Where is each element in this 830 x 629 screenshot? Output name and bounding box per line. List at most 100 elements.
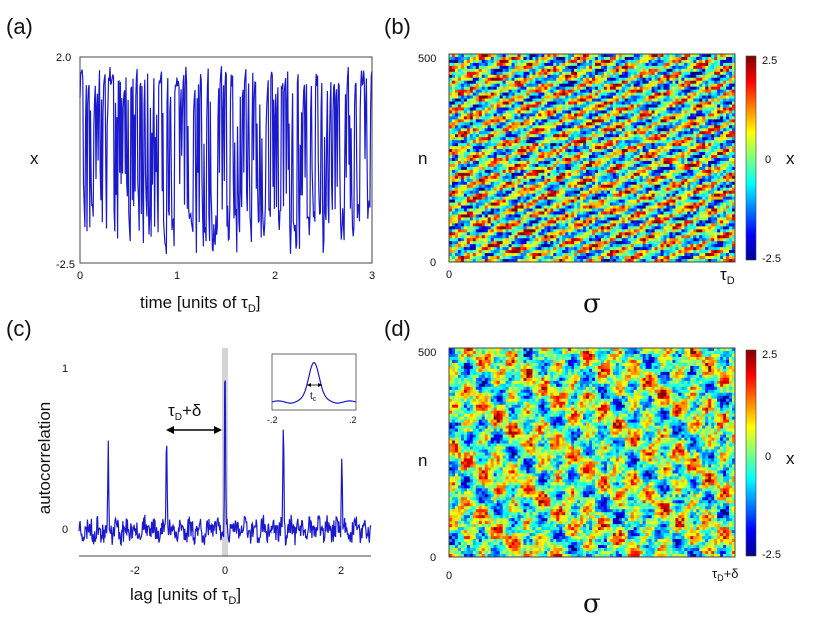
b-heat-cell [502,119,507,123]
b-heat-cell [663,95,667,99]
b-heat-cell [621,140,626,144]
b-heat-cell [496,54,501,58]
b-heat-cell [669,92,673,96]
b-heat-cell [493,163,498,168]
b-heat-cell [642,65,647,70]
b-heat-cell [505,140,509,144]
b-heat-cell [466,101,471,105]
b-heat-cell [449,166,453,171]
b-heat-cell [568,65,572,70]
b-heat-cell [457,56,462,61]
b-heat-cell [714,184,718,189]
b-heat-cell [684,104,688,108]
b-heat-cell [726,184,730,189]
b-heat-cell [660,181,664,186]
b-heat-cell [493,152,498,156]
b-heat-cell [645,110,650,114]
b-heat-cell [684,77,688,82]
b-heat-cell [565,83,569,88]
b-heat-cell [630,202,635,206]
b-heat-cell [636,143,641,147]
b-heat-cell [681,74,685,79]
b-heat-cell [651,80,655,85]
b-heat-cell [547,202,551,206]
b-heat-cell [630,146,635,150]
b-heat-cell [609,54,614,58]
b-heat-cell [454,155,459,159]
panel-a-xtick-2: 2 [272,270,278,282]
b-heat-cell [514,77,518,82]
b-heat-cell [463,77,468,82]
b-heat-cell [559,113,563,117]
b-heat-cell [720,128,724,132]
b-heat-cell [502,172,507,177]
b-heat-cell [469,187,474,192]
b-heat-cell [499,158,504,162]
b-heat-cell [612,166,617,171]
b-heat-cell [639,56,644,61]
b-heat-cell [726,155,730,159]
b-heat-cell [583,56,587,61]
b-heat-cell [657,101,661,105]
b-heat-cell [708,169,712,174]
b-heat-cell [630,59,635,64]
b-heat-cell [481,104,486,108]
b-heat-cell [460,199,465,203]
b-heat-cell [493,205,498,209]
b-heat-cell [511,193,515,198]
b-heat-cell [606,101,611,105]
b-heat-cell [475,95,480,99]
b-heat-cell [651,149,655,153]
b-heat-cell [532,77,536,82]
b-heat-cell [553,175,557,180]
b-heat-cell [600,113,605,117]
b-heat-cell [508,101,512,105]
b-heat-cell [633,140,638,144]
b-heat-cell [499,89,504,94]
b-heat-cell [449,86,453,91]
b-heat-cell [708,68,712,73]
b-heat-cell [612,181,617,186]
b-heat-cell [705,110,709,114]
b-heat-cell [633,166,638,171]
b-heat-cell [586,92,590,96]
b-heat-cell [472,175,477,180]
b-heat-cell [723,119,727,123]
b-heat-cell [711,190,715,195]
b-heat-cell [454,187,459,192]
b-heat-cell [711,193,715,198]
b-heat-cell [678,178,682,183]
b-heat-cell [666,59,670,64]
b-heat-cell [523,71,527,76]
b-heat-cell [606,152,611,156]
b-heat-cell [454,86,459,91]
b-heat-cell [550,119,554,123]
b-heat-cell [472,110,477,114]
b-heat-cell [526,107,530,111]
b-heat-cell [723,95,727,99]
b-heat-cell [687,122,691,126]
b-heat-cell [541,68,545,73]
b-heat-cell [651,193,655,198]
b-heat-cell [514,199,518,203]
b-heat-cell [520,116,524,120]
b-heat-cell [603,149,608,153]
b-heat-cell [645,187,650,192]
b-heat-cell [597,101,602,105]
b-heat-cell [451,193,456,198]
b-heat-cell [717,184,721,189]
b-heat-cell [496,175,501,180]
b-heat-cell [574,181,578,186]
b-heat-cell [565,190,569,195]
b-heat-cell [496,101,501,105]
b-heat-cell [568,163,572,168]
panel-a-xtick-0: 0 [77,270,83,282]
b-heat-cell [538,74,542,79]
b-heat-cell [496,119,501,123]
b-heat-cell [517,134,521,138]
b-heat-cell [702,113,706,117]
b-heat-cell [449,160,453,165]
b-heat-cell [687,160,691,165]
b-heat-cell [699,140,703,144]
b-heat-cell [466,54,471,58]
